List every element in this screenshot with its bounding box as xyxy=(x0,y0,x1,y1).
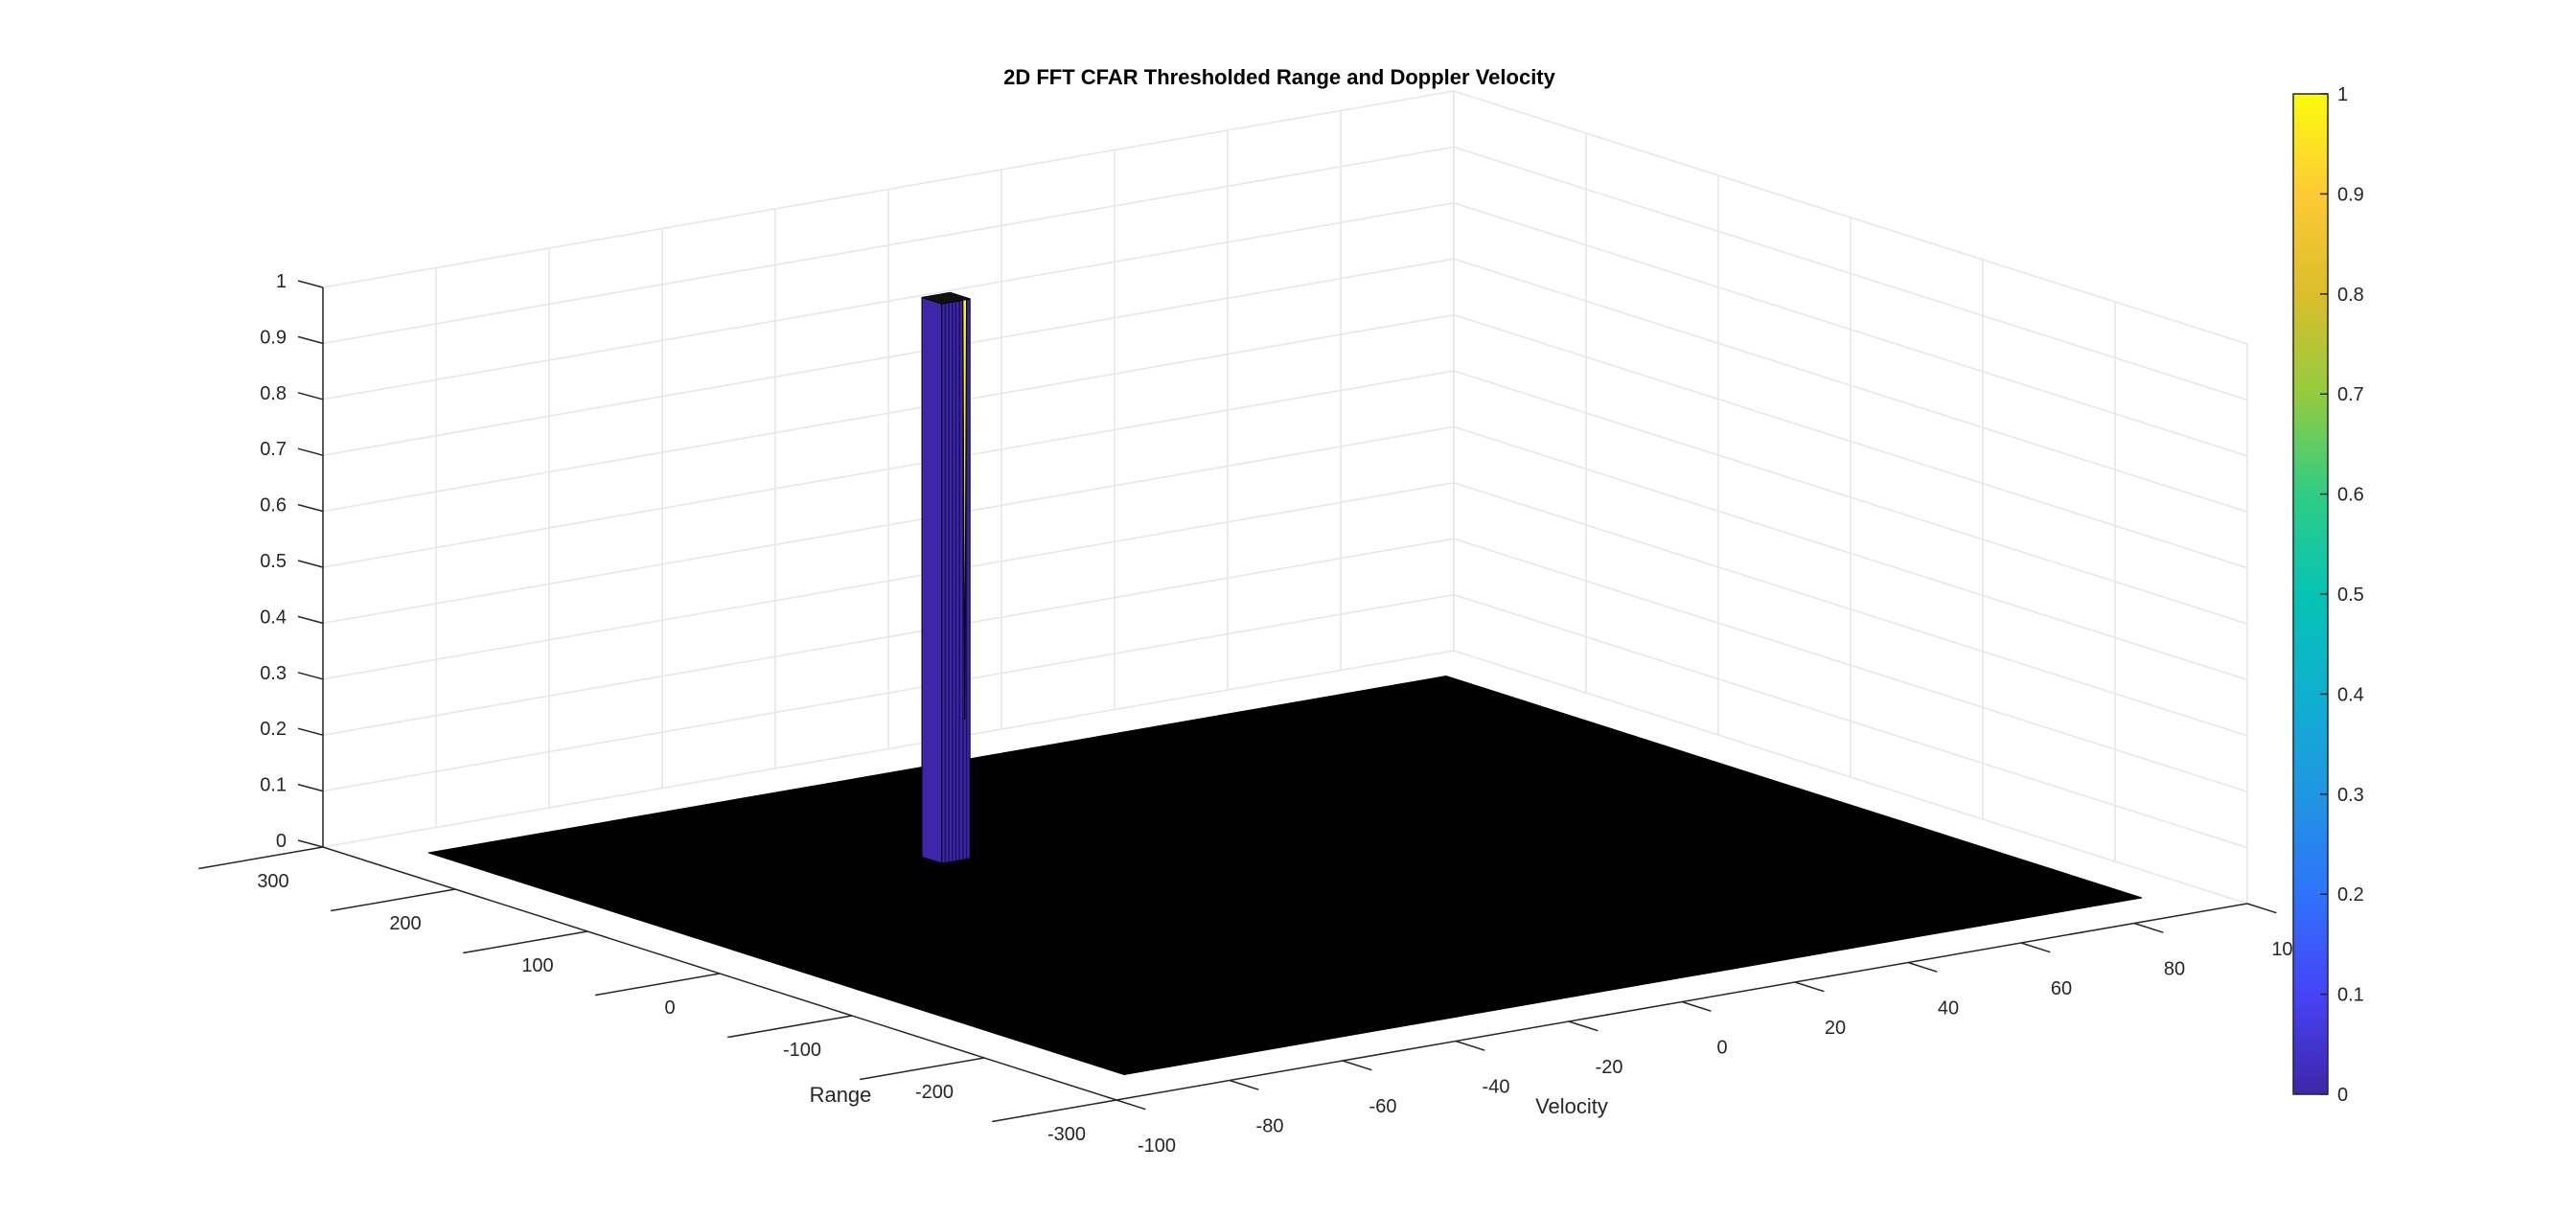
x-tick-label-2: -60 xyxy=(1369,1096,1397,1117)
y-tick-5 xyxy=(331,888,456,912)
colorbar-tick-label-6: 0.6 xyxy=(2337,485,2364,506)
z-tick-8 xyxy=(297,392,324,401)
z-tick-label-5: 0.5 xyxy=(260,551,287,572)
gridline-z-0 xyxy=(322,650,2248,905)
grid-lines xyxy=(322,90,2248,905)
z-tick-9 xyxy=(297,335,324,345)
detection-top xyxy=(921,291,971,305)
colorbar-tick-label-7: 0.7 xyxy=(2337,384,2364,405)
z-tick-label-7: 0.7 xyxy=(260,439,287,460)
z-tick-label-6: 0.6 xyxy=(260,495,287,516)
x-tick-4 xyxy=(1568,1020,1598,1032)
chart-title: 2D FFT CFAR Thresholded Range and Dopple… xyxy=(1003,65,1556,89)
colorbar-tick-label-9: 0.9 xyxy=(2337,184,2364,205)
y-tick-label-5: 200 xyxy=(389,913,421,934)
y-tick-label-3: 0 xyxy=(664,997,675,1019)
y-tick-6 xyxy=(198,846,324,870)
x-tick-5 xyxy=(1681,1000,1712,1012)
z-tick-label-0: 0 xyxy=(276,831,287,852)
gridline-z-7 xyxy=(322,258,2248,513)
colorbar-tick-label-3: 0.3 xyxy=(2337,785,2364,806)
colorbar-tick-label-1: 0.1 xyxy=(2337,985,2364,1006)
x-tick-8 xyxy=(2020,942,2051,953)
y-tick-label-1: -200 xyxy=(915,1082,954,1103)
colorbar-ticks: 0 0.1 0.2 0.3 0.4 0.5 0.6 0.7 0.8 0.9 1 xyxy=(2320,84,2364,1106)
z-tick-5 xyxy=(297,560,324,568)
gridline-z-6 xyxy=(322,313,2248,569)
x-tick-1 xyxy=(1229,1079,1259,1090)
gridline-z-3 xyxy=(322,482,2248,737)
y-tick-4 xyxy=(463,930,588,954)
x-tick-label-7: 40 xyxy=(1938,998,1959,1020)
z-tick-label-4: 0.4 xyxy=(260,607,287,628)
y-tick-1 xyxy=(860,1057,985,1081)
x-tick-label-9: 80 xyxy=(2164,959,2185,980)
surface-plot xyxy=(427,291,2143,1075)
colorbar-tick-label-4: 0.4 xyxy=(2337,684,2364,705)
z-tick-4 xyxy=(297,615,324,625)
x-tick-label-1: -80 xyxy=(1256,1116,1284,1137)
x-tick-label-8: 60 xyxy=(2051,978,2072,999)
z-tick-label-8: 0.8 xyxy=(260,383,287,404)
z-tick-10 xyxy=(297,280,324,288)
colorbar-tick-label-0: 0 xyxy=(2337,1085,2348,1106)
y-tick-label-2: -100 xyxy=(783,1040,821,1061)
z-tick-7 xyxy=(297,447,324,456)
gridline-z-4 xyxy=(322,425,2248,681)
x-tick-label-6: 20 xyxy=(1825,1018,1846,1039)
surface-floor xyxy=(427,676,2143,1075)
x-tick-0 xyxy=(1116,1099,1146,1111)
z-tick-2 xyxy=(297,727,324,736)
z-tick-3 xyxy=(297,672,324,680)
x-tick-label-3: -40 xyxy=(1483,1077,1510,1098)
y-tick-0 xyxy=(992,1099,1117,1123)
z-tick-label-10: 1 xyxy=(276,271,287,292)
z-tick-0 xyxy=(297,839,324,848)
gridline-z-8 xyxy=(322,202,2248,457)
x-tick-3 xyxy=(1455,1040,1485,1051)
gridline-z-1 xyxy=(322,593,2248,849)
y-tick-2 xyxy=(727,1015,853,1039)
x-tick-2 xyxy=(1342,1060,1372,1071)
x-tick-7 xyxy=(1907,961,1938,973)
y-tick-label-6: 300 xyxy=(257,871,288,892)
detection-face-side xyxy=(921,296,943,864)
x-tick-6 xyxy=(1794,981,1825,993)
z-tick-6 xyxy=(297,503,324,513)
y-axis-label: Range xyxy=(810,1083,872,1107)
z-tick-label-9: 0.9 xyxy=(260,327,287,348)
gridline-z-10 xyxy=(322,90,2248,345)
z-tick-1 xyxy=(297,783,324,792)
z-tick-label-3: 0.3 xyxy=(260,663,287,684)
y-tick-3 xyxy=(595,973,721,997)
gridline-z-9 xyxy=(322,146,2248,401)
colorbar-tick-label-10: 1 xyxy=(2337,84,2348,105)
x-tick-9 xyxy=(2133,922,2164,933)
gridline-z-2 xyxy=(322,538,2248,792)
x-axis-label: Velocity xyxy=(1535,1094,1608,1118)
z-tick-label-1: 0.1 xyxy=(260,775,287,796)
x-tick-label-0: -100 xyxy=(1138,1135,1176,1157)
y-tick-label-4: 100 xyxy=(521,955,553,976)
x-tick-label-5: 0 xyxy=(1716,1038,1727,1059)
z-tick-label-2: 0.2 xyxy=(260,719,287,740)
colorbar-tick-label-5: 0.5 xyxy=(2337,585,2364,606)
x-tick-label-4: -20 xyxy=(1596,1057,1623,1078)
x-tick-10 xyxy=(2246,903,2277,914)
axes: -100-80-60-40-20020406080100-300-200-100… xyxy=(198,271,2304,1157)
colorbar: 0 0.1 0.2 0.3 0.4 0.5 0.6 0.7 0.8 0.9 1 xyxy=(2292,84,2364,1106)
gridline-z-5 xyxy=(322,370,2248,625)
y-tick-label-0: -300 xyxy=(1047,1124,1086,1145)
colorbar-tick-label-8: 0.8 xyxy=(2337,285,2364,306)
colorbar-tick-label-2: 0.2 xyxy=(2337,884,2364,906)
